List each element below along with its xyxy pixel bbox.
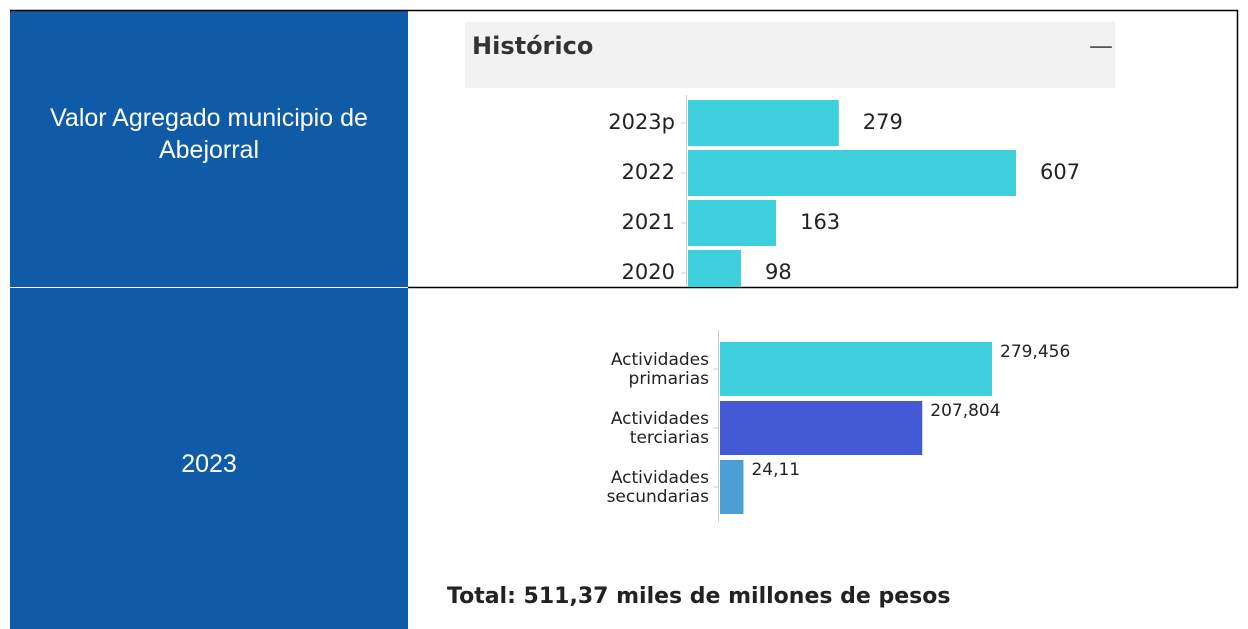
collapse-icon[interactable]: —: [1089, 32, 1113, 60]
category-label: 2023p: [608, 110, 675, 134]
category-label: 2020: [622, 260, 675, 284]
bar: [688, 200, 777, 246]
category-label: Actividades secundarias: [607, 468, 710, 507]
category-label: Actividades terciarias: [611, 409, 709, 448]
value-label: 24,11: [751, 460, 800, 480]
row-label-text: Valor Agregado municipio de Abejorral: [50, 103, 368, 164]
category-label-line: Actividades: [611, 409, 709, 429]
category-label: 2021: [622, 210, 675, 234]
value-label: 279,456: [1000, 342, 1070, 362]
bar: [688, 100, 839, 146]
category-label: 2022: [622, 160, 675, 184]
chart-title: Histórico: [472, 32, 593, 60]
category-label-line: Actividades: [611, 468, 709, 488]
category-label-line: primarias: [629, 369, 710, 389]
row-label: 2023: [10, 288, 408, 629]
total-annotation: Total: 511,37 miles de millones de pesos: [447, 584, 950, 609]
bar: [720, 401, 923, 455]
value-label: 207,804: [930, 401, 1000, 421]
category-label-line: Actividades: [611, 350, 709, 370]
bar: [688, 150, 1016, 196]
value-label: 163: [800, 210, 840, 234]
category-label-line: secundarias: [607, 487, 710, 507]
bar: [720, 460, 744, 514]
value-label: 279: [863, 110, 903, 134]
row-label-text: 2023: [181, 449, 237, 478]
category-label-line: terciarias: [630, 428, 709, 448]
bar: [688, 250, 741, 287]
category-label: Actividades primarias: [611, 350, 709, 389]
chart-header: [465, 22, 1115, 88]
value-label: 607: [1040, 160, 1080, 184]
bar: [720, 342, 992, 396]
row-label: Valor Agregado municipio de Abejorral: [10, 10, 408, 287]
value-label: 98: [765, 260, 792, 284]
